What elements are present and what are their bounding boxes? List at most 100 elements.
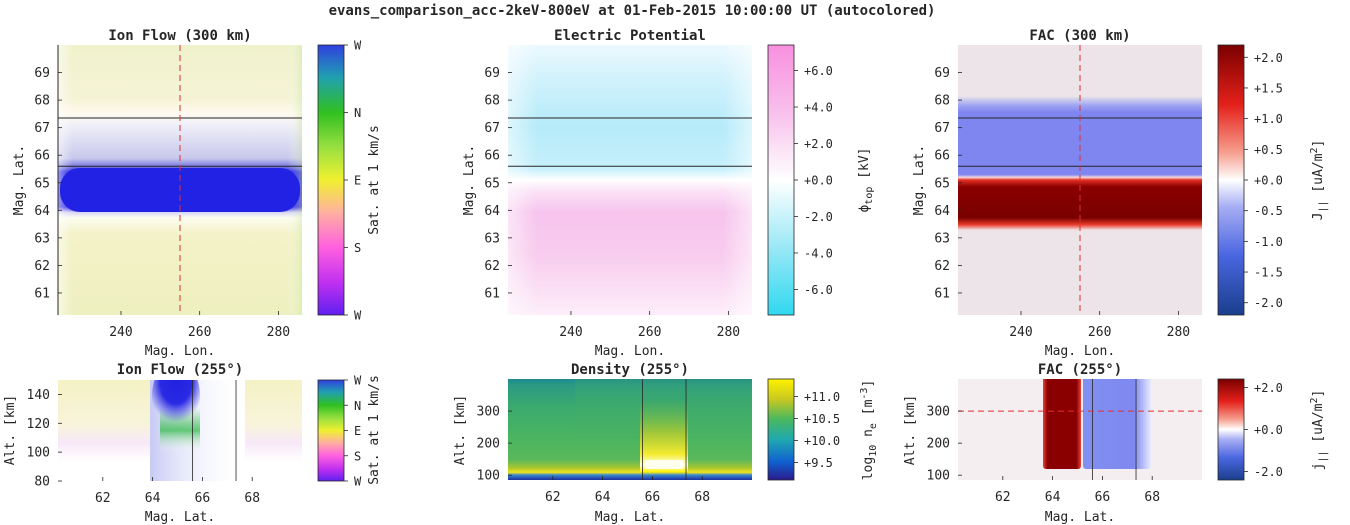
y-tick-label: 63: [934, 231, 950, 246]
density-cut-peak: [645, 460, 683, 469]
colorbar-tick-label: +0.0: [1254, 174, 1283, 188]
potential-colorbar-label-unit: [kV]: [857, 147, 872, 186]
fac-colorbar-label-sub: ||: [1318, 200, 1329, 212]
potential-map-y-label: Mag. Lat.: [462, 145, 477, 215]
x-tick-label: 68: [244, 491, 260, 506]
x-tick-label: 62: [95, 491, 111, 506]
y-tick-label: 65: [484, 176, 500, 191]
ion-flow-map-colorbar-label: Sat. at 1 km/s: [367, 125, 382, 235]
ion-flow-cut-x-label: Mag. Lat.: [145, 510, 215, 525]
density-colorbar-label-sup: -3: [859, 388, 870, 400]
x-tick-label: 240: [109, 325, 132, 340]
potential-map-title: Electric Potential: [554, 28, 706, 44]
potential-map-y-ticks: 61 62 63 64 65 66 67 68 69: [484, 66, 512, 301]
y-tick-label: 61: [34, 286, 50, 301]
fac-cut-arc-lines: [1092, 379, 1137, 480]
density-colorbar-label-main: log: [861, 457, 876, 480]
y-tick-label: 100: [477, 469, 500, 484]
y-tick-label: 68: [934, 94, 950, 109]
y-tick-label: 200: [927, 437, 950, 452]
colorbar-tick-label: +6.0: [804, 64, 833, 78]
potential-colorbar-label-sub: top: [864, 187, 875, 205]
fac-cut-x-label: Mag. Lat.: [1045, 510, 1115, 525]
fac-cut-colorbar-label-sup: 2: [1309, 397, 1320, 403]
density-cut-colorbar: [767, 378, 795, 481]
density-cut-panel: Density (255°) 100 200 300 62 64 66 68 Mag. L…: [453, 362, 879, 525]
y-tick-label: 120: [27, 417, 50, 432]
x-tick-label: 66: [195, 491, 211, 506]
density-cut-x-ticks: 62 64 66 68: [545, 476, 710, 505]
x-tick-label: 280: [1167, 325, 1190, 340]
colorbar-tick-label: +2.0: [1254, 51, 1283, 65]
density-cut-field: [508, 379, 752, 480]
colorbar-tick-label: +0.5: [1254, 143, 1283, 157]
colorbar-tick-label: S: [354, 241, 361, 255]
ion-flow-cut-panel: Ion Flow (255°) 80 100 120 140 62 64 66 68 Mag…: [3, 362, 382, 525]
ion-flow-map-title: Ion Flow (300 km): [108, 28, 251, 44]
fac-colorbar-label-end: ]: [1311, 140, 1326, 148]
density-colorbar-label-mid: n: [861, 429, 876, 445]
y-tick-label: 200: [477, 437, 500, 452]
density-colorbar-label-sub: 10: [868, 445, 879, 457]
y-tick-label: 100: [27, 446, 50, 461]
fac-map-title: FAC (300 km): [1029, 28, 1130, 44]
x-tick-label: 280: [267, 325, 290, 340]
ion-flow-map-y-label: Mag. Lat.: [12, 145, 27, 215]
density-cut-y-label: Alt. [km]: [453, 395, 468, 465]
colorbar-tick-label: -1.0: [1254, 235, 1283, 249]
y-tick-label: 64: [934, 204, 950, 219]
colorbar-tick-label: -4.0: [804, 246, 833, 260]
figure-title: evans_comparison_acc-2keV-800eV at 01-Fe…: [329, 3, 936, 19]
y-tick-label: 62: [34, 259, 50, 274]
x-tick-label: 66: [645, 490, 661, 505]
fac-cut-upward-current: [1043, 379, 1081, 469]
fac-map-panel: FAC (300 km) 61 62 63 64 65 66 67 68 69 240 260 28…: [912, 28, 1329, 359]
colorbar-tick-label: +10.0: [804, 434, 840, 448]
colorbar-tick-label: W: [354, 374, 362, 388]
fac-map-colorbar: [1217, 44, 1245, 316]
colorbar-tick-label: -2.0: [1254, 296, 1283, 310]
colorbar-tick-label: +4.0: [804, 101, 833, 115]
colorbar-tick-label: W: [354, 475, 362, 489]
y-tick-label: 69: [484, 66, 500, 81]
colorbar-tick-label: N: [354, 106, 361, 120]
y-tick-label: 61: [484, 286, 500, 301]
ion-flow-map-colorbar: [317, 44, 345, 316]
density-cut-x-label: Mag. Lat.: [595, 510, 665, 525]
fac-map-y-label: Mag. Lat.: [912, 145, 927, 215]
colorbar-tick-label: N: [354, 399, 361, 413]
fac-cut-colorbar-ticks: -2.0 +0.0 +2.0: [1244, 381, 1283, 479]
potential-map-colorbar: [767, 44, 795, 316]
x-tick-label: 62: [545, 490, 561, 505]
density-colorbar-label-end: ]: [861, 380, 876, 388]
fac-cut-colorbar-label-end: ]: [1311, 390, 1326, 398]
fac-map-y-ticks: 61 62 63 64 65 66 67 68 69: [934, 66, 962, 301]
y-tick-label: 64: [484, 204, 500, 219]
fac-map-colorbar-label: J|| [uA/m2]: [1309, 140, 1329, 221]
ion-flow-map-panel: Ion Flow (300 km) 61 62 63 64 65 66 67 68 69 240…: [12, 28, 382, 359]
ion-flow-cut-colorbar-label: Sat. at 1 km/s: [367, 375, 382, 485]
density-colorbar-label-unit: [m: [861, 399, 876, 423]
x-tick-label: 64: [1045, 490, 1061, 505]
colorbar-tick-label: -0.5: [1254, 204, 1283, 218]
ion-flow-map-colorbar-ticks: W N E S W: [344, 39, 362, 323]
fac-cut-colorbar-label-unit: [uA/m: [1311, 403, 1326, 450]
density-colorbar-label-sub2: e: [868, 423, 879, 429]
fac-cut-title: FAC (255°): [1038, 362, 1122, 378]
y-tick-label: 300: [927, 405, 950, 420]
potential-map-arc-lines: [508, 117, 752, 167]
y-tick-label: 69: [34, 66, 50, 81]
ion-flow-cut-colorbar: [317, 379, 345, 482]
fac-colorbar-label-main: J: [1311, 213, 1326, 221]
x-tick-label: 68: [694, 490, 710, 505]
fac-cut-y-ticks: 100 200 300: [927, 405, 962, 484]
density-cut-y-ticks: 100 200 300: [477, 405, 512, 484]
y-tick-label: 67: [34, 121, 50, 136]
y-tick-label: 66: [484, 149, 500, 164]
y-tick-label: 62: [484, 259, 500, 274]
x-tick-label: 68: [1144, 490, 1160, 505]
colorbar-tick-label: W: [354, 39, 362, 53]
y-tick-label: 66: [934, 149, 950, 164]
y-tick-label: 63: [484, 231, 500, 246]
